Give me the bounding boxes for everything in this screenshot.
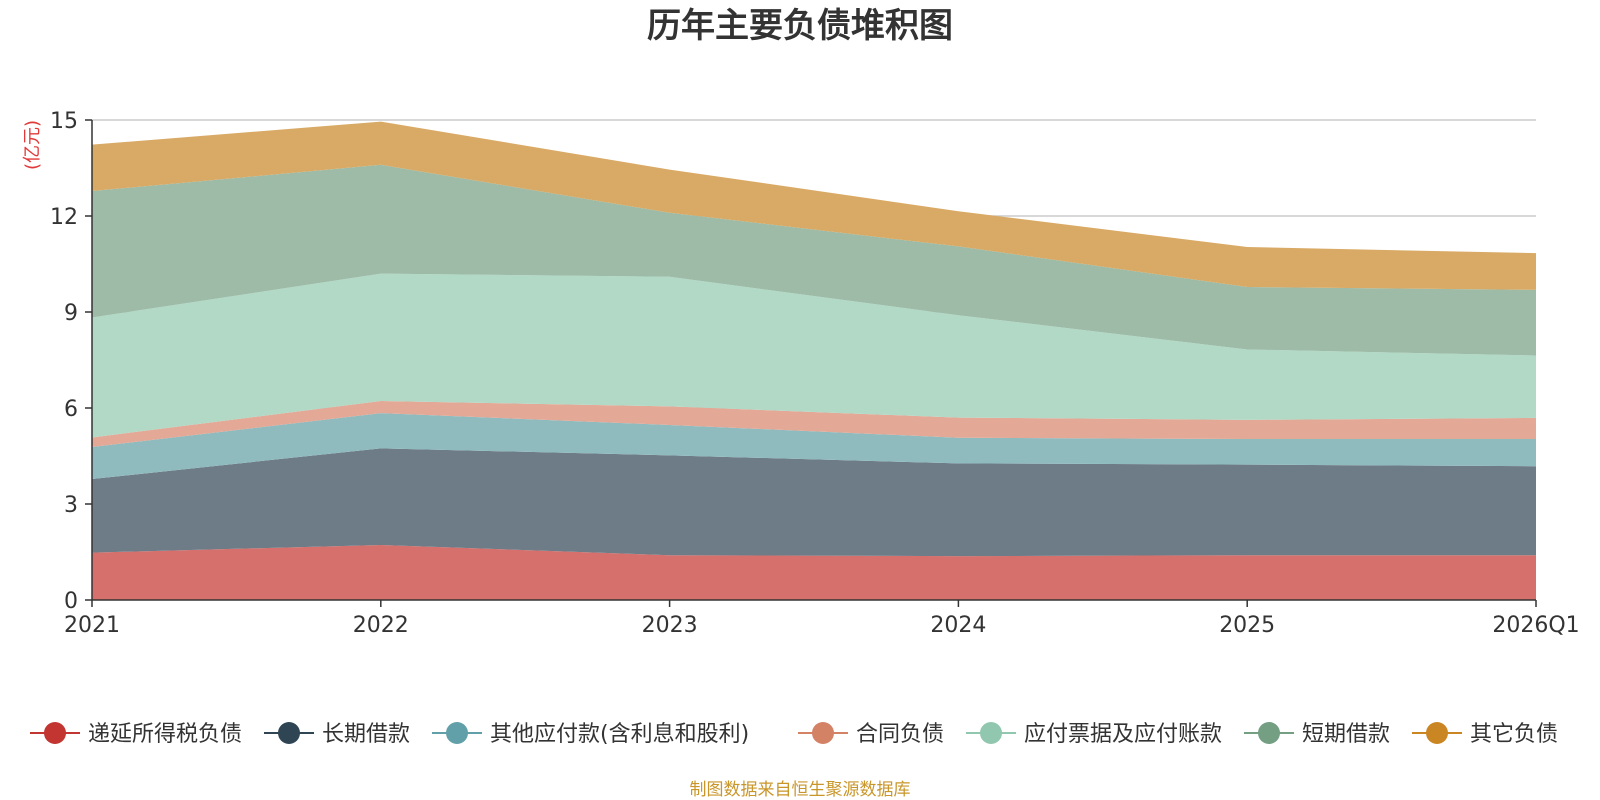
y-tick-label: 3 xyxy=(64,493,78,518)
y-tick-label: 15 xyxy=(50,109,78,134)
axes: 0 3 6 9 12 15 2021 2022 2023 2024 2025 2026Q1 xyxy=(50,109,1580,638)
legend-label: 长期借款 xyxy=(322,722,410,747)
area-series-2[interactable] xyxy=(92,413,1536,480)
legend-dot-icon xyxy=(980,722,1002,744)
area-series-0[interactable] xyxy=(92,544,1536,600)
area-series-5[interactable] xyxy=(92,164,1536,356)
area-series-4[interactable] xyxy=(92,273,1536,438)
y-axis-unit-label: (亿元) xyxy=(22,120,43,170)
legend-item-5[interactable]: 短期借款 xyxy=(1244,722,1390,747)
area-series-3[interactable] xyxy=(92,400,1536,448)
legend-label: 应付票据及应付账款 xyxy=(1024,722,1222,747)
legend-label: 递延所得税负债 xyxy=(88,722,242,747)
y-tick-label: 12 xyxy=(50,205,78,230)
x-tick-label: 2023 xyxy=(642,613,698,638)
x-tick-label: 2024 xyxy=(930,613,986,638)
stacked-areas xyxy=(92,121,1536,600)
x-tick-label: 2022 xyxy=(353,613,409,638)
source-note: 制图数据来自恒生聚源数据库 xyxy=(690,780,911,800)
legend-item-0[interactable]: 递延所得税负债 xyxy=(30,722,242,747)
legend-dot-icon xyxy=(278,722,300,744)
legend-label: 合同负债 xyxy=(856,722,944,747)
y-tick-label: 9 xyxy=(64,301,78,326)
legend-dot-icon xyxy=(812,722,834,744)
y-tick-label: 0 xyxy=(64,589,78,614)
legend-label: 其他应付款(含利息和股利) xyxy=(490,722,749,747)
legend-dot-icon xyxy=(446,722,468,744)
legend-dot-icon xyxy=(1258,722,1280,744)
legend-item-1[interactable]: 长期借款 xyxy=(264,722,410,747)
legend[interactable]: 递延所得税负债 长期借款 其他应付款(含利息和股利) 合同负债 应付票据及应付账款 短期借… xyxy=(30,722,1558,747)
legend-label: 其它负债 xyxy=(1470,722,1558,747)
y-tick-label: 6 xyxy=(64,397,78,422)
legend-item-4[interactable]: 应付票据及应付账款 xyxy=(966,722,1222,747)
legend-dot-icon xyxy=(44,722,66,744)
area-series-6[interactable] xyxy=(92,121,1536,290)
x-tick-label: 2021 xyxy=(64,613,120,638)
x-tick-label: 2025 xyxy=(1219,613,1275,638)
legend-label: 短期借款 xyxy=(1302,722,1390,747)
chart-title: 历年主要负债堆积图 xyxy=(647,6,953,46)
legend-dot-icon xyxy=(1426,722,1448,744)
legend-item-2[interactable]: 其他应付款(含利息和股利) xyxy=(432,722,749,747)
x-tick-label: 2026Q1 xyxy=(1492,613,1579,638)
legend-item-6[interactable]: 其它负债 xyxy=(1412,722,1558,747)
legend-item-3[interactable]: 合同负债 xyxy=(798,722,944,747)
area-series-1[interactable] xyxy=(92,448,1536,557)
